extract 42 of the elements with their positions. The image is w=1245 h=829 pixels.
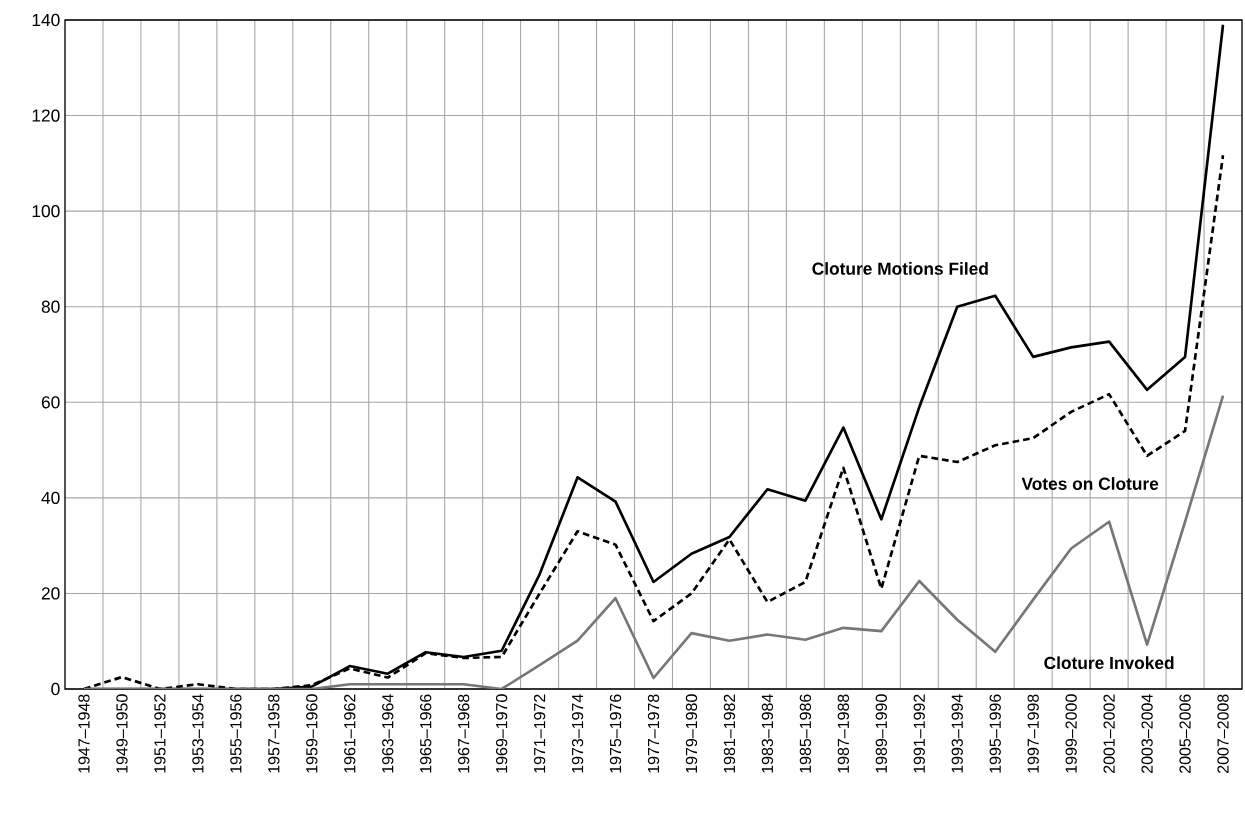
x-tick-label: 2007–2008 — [1217, 694, 1229, 773]
y-tick-label: 100 — [32, 205, 60, 218]
x-tick-label: 1985–1986 — [799, 694, 812, 773]
x-tick-label: 1957–1958 — [268, 694, 280, 773]
x-tick-label: 1991–1992 — [913, 694, 925, 773]
x-tick-label: 1959–1960 — [306, 694, 318, 773]
x-tick-label: 1947–1948 — [78, 694, 90, 773]
x-tick-label: 1971–1972 — [533, 694, 546, 773]
x-tick-label: 1999–2000 — [1065, 694, 1077, 773]
x-tick-label: 1953–1954 — [192, 694, 204, 773]
series-label: Cloture Invoked — [1044, 656, 1174, 670]
x-tick-label: 1967–1968 — [458, 694, 470, 773]
x-tick-label: 1997–1998 — [1027, 694, 1039, 773]
x-tick-label: 1995–1996 — [989, 694, 1001, 773]
x-tick-label: 1975–1976 — [609, 694, 622, 773]
x-tick-label: 1973–1974 — [571, 694, 584, 773]
x-tick-label: 2001–2002 — [1103, 694, 1115, 773]
x-tick-label: 1983–1984 — [761, 694, 774, 773]
y-tick-label: 40 — [41, 491, 60, 504]
series-label: Votes on Cloture — [1021, 477, 1159, 490]
x-tick-label: 1969–1970 — [495, 694, 508, 773]
x-tick-label: 1955–1956 — [230, 694, 242, 773]
y-tick-label: 120 — [32, 109, 60, 122]
x-tick-label: 1951–1952 — [154, 694, 166, 773]
x-tick-label: 1963–1964 — [382, 694, 394, 773]
x-tick-label: 1977–1978 — [647, 694, 660, 773]
y-tick-label: 20 — [41, 587, 60, 600]
x-tick-label: 1981–1982 — [723, 694, 736, 773]
series-label: Cloture Motions Filed — [812, 262, 988, 275]
x-tick-label: 1993–1994 — [951, 694, 963, 773]
x-tick-label: 1979–1980 — [685, 694, 698, 773]
y-tick-label: 80 — [41, 300, 60, 313]
x-tick-label: 1989–1990 — [875, 694, 887, 773]
x-tick-label: 2003–2004 — [1141, 694, 1153, 773]
y-tick-label: 60 — [41, 396, 60, 409]
x-tick-label: 2005–2006 — [1179, 694, 1191, 773]
y-tick-label: 0 — [51, 682, 60, 696]
x-tick-label: 1965–1966 — [420, 694, 432, 773]
y-tick-label: 140 — [32, 13, 60, 27]
x-tick-label: 1961–1962 — [344, 694, 356, 773]
x-tick-label: 1949–1950 — [116, 694, 128, 773]
x-tick-label: 1987–1988 — [837, 694, 849, 773]
